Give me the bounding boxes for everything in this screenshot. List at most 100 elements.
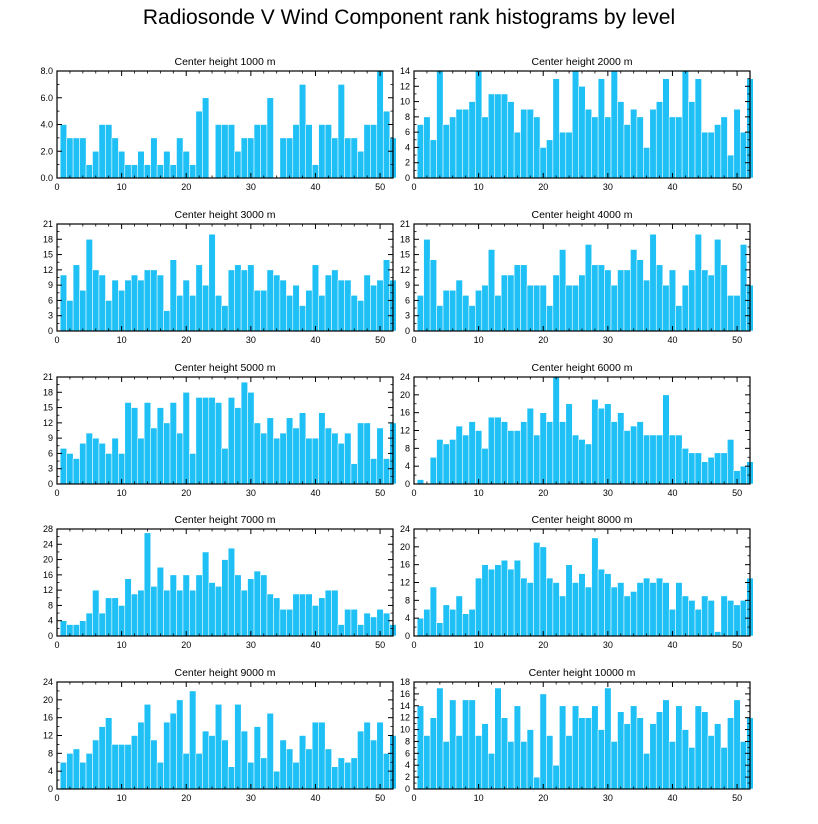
histogram-bar bbox=[169, 712, 177, 790]
histogram-bar bbox=[72, 624, 80, 637]
histogram-bar bbox=[253, 726, 261, 790]
histogram-bar bbox=[591, 398, 599, 485]
histogram-bar bbox=[370, 739, 378, 790]
histogram-bar bbox=[688, 600, 696, 637]
histogram-bar bbox=[382, 612, 391, 637]
histogram-bar bbox=[565, 735, 573, 790]
x-tick-label: 10 bbox=[474, 793, 484, 803]
histogram-bar bbox=[720, 264, 728, 332]
histogram-bar bbox=[221, 739, 229, 790]
x-tick-label: 50 bbox=[375, 488, 385, 498]
histogram-bar bbox=[559, 131, 567, 179]
x-tick-label: 20 bbox=[538, 640, 548, 650]
chart-title: Radiosonde V Wind Component rank histogr… bbox=[142, 6, 676, 29]
histogram-bar bbox=[247, 264, 255, 332]
histogram-bar bbox=[227, 547, 236, 637]
histogram-bar bbox=[688, 452, 696, 485]
histogram-bar bbox=[92, 437, 100, 485]
histogram-bar bbox=[163, 150, 171, 179]
histogram-bar bbox=[591, 264, 599, 332]
histogram-bar bbox=[630, 705, 638, 790]
histogram-bar bbox=[130, 274, 139, 332]
histogram-bar bbox=[143, 269, 152, 332]
panel-title: Center height 1000 m bbox=[175, 56, 276, 68]
x-tick-label: 20 bbox=[181, 335, 191, 345]
histogram-bar bbox=[72, 748, 80, 790]
histogram-bar bbox=[643, 753, 651, 790]
histogram-bar bbox=[105, 717, 113, 790]
x-tick-label: 40 bbox=[310, 182, 320, 192]
histogram-bar bbox=[423, 735, 431, 790]
histogram-bar bbox=[208, 397, 216, 485]
x-tick-label: 30 bbox=[246, 640, 256, 650]
y-tick-label: 6 bbox=[405, 127, 410, 137]
histogram-bar bbox=[462, 613, 470, 637]
panel-title: Center height 6000 m bbox=[532, 362, 633, 374]
histogram-bar bbox=[429, 456, 437, 485]
histogram-bar bbox=[571, 705, 580, 790]
histogram-bar bbox=[195, 397, 203, 485]
histogram-bar bbox=[720, 116, 728, 179]
histogram-bar bbox=[429, 586, 437, 637]
histogram-bar bbox=[221, 305, 229, 332]
panel-title: Center height 9000 m bbox=[175, 667, 276, 679]
histogram-bar bbox=[694, 452, 702, 485]
x-tick-label: 0 bbox=[54, 182, 59, 192]
histogram-bar bbox=[559, 595, 567, 637]
histogram-bar bbox=[357, 624, 365, 637]
histogram-bar bbox=[318, 721, 326, 790]
histogram-bar bbox=[513, 430, 521, 485]
y-tick-label: 8.0 bbox=[40, 66, 53, 76]
histogram-bar bbox=[604, 116, 612, 179]
x-tick-label: 20 bbox=[181, 182, 191, 192]
x-tick-label: 0 bbox=[411, 793, 416, 803]
histogram-bar bbox=[649, 233, 657, 332]
histogram-bar bbox=[273, 770, 281, 790]
histogram-bar bbox=[189, 295, 197, 332]
histogram-bar bbox=[286, 417, 294, 485]
histogram-bar bbox=[344, 761, 352, 790]
y-tick-label: 16 bbox=[400, 408, 410, 418]
y-tick-label: 4 bbox=[48, 766, 53, 776]
histogram-bar bbox=[694, 233, 702, 332]
histogram-bar bbox=[584, 244, 593, 332]
histogram-bar bbox=[324, 589, 332, 637]
y-tick-label: 18 bbox=[400, 677, 410, 687]
histogram-bar bbox=[546, 139, 554, 179]
y-tick-label: 6 bbox=[405, 748, 410, 758]
histogram-bar bbox=[643, 147, 651, 179]
histogram-bar bbox=[382, 110, 391, 179]
histogram-bar bbox=[382, 458, 391, 485]
histogram-bar bbox=[578, 439, 586, 485]
y-tick-label: 15 bbox=[400, 250, 410, 260]
histogram-bar bbox=[260, 757, 268, 790]
histogram-bar bbox=[649, 108, 657, 179]
histogram-bar bbox=[79, 761, 87, 790]
histogram-bar bbox=[273, 597, 281, 637]
x-tick-label: 30 bbox=[603, 488, 613, 498]
histogram-bar bbox=[494, 564, 502, 637]
x-tick-label: 30 bbox=[603, 640, 613, 650]
histogram-bar bbox=[636, 582, 644, 637]
histogram-bar bbox=[655, 577, 664, 637]
histogram-bar bbox=[546, 577, 554, 637]
y-tick-label: 21 bbox=[400, 219, 410, 229]
histogram-bar bbox=[591, 705, 599, 790]
y-tick-label: 8 bbox=[405, 736, 410, 746]
histogram-bar bbox=[305, 289, 313, 332]
histogram-bar bbox=[214, 586, 223, 637]
histogram-bar bbox=[630, 249, 638, 332]
y-tick-label: 8 bbox=[405, 112, 410, 122]
histogram-bar bbox=[604, 269, 612, 332]
histogram-bar bbox=[487, 93, 496, 179]
histogram-bar bbox=[552, 376, 560, 485]
x-tick-label: 40 bbox=[667, 182, 677, 192]
histogram-bar bbox=[552, 274, 560, 332]
histogram-bar bbox=[571, 284, 580, 332]
histogram-bar bbox=[623, 124, 631, 179]
histogram-bar bbox=[565, 403, 573, 485]
histogram-bar bbox=[202, 284, 210, 332]
histogram-bar bbox=[500, 274, 509, 332]
histogram-bar bbox=[733, 295, 741, 332]
histogram-bar bbox=[720, 595, 728, 637]
